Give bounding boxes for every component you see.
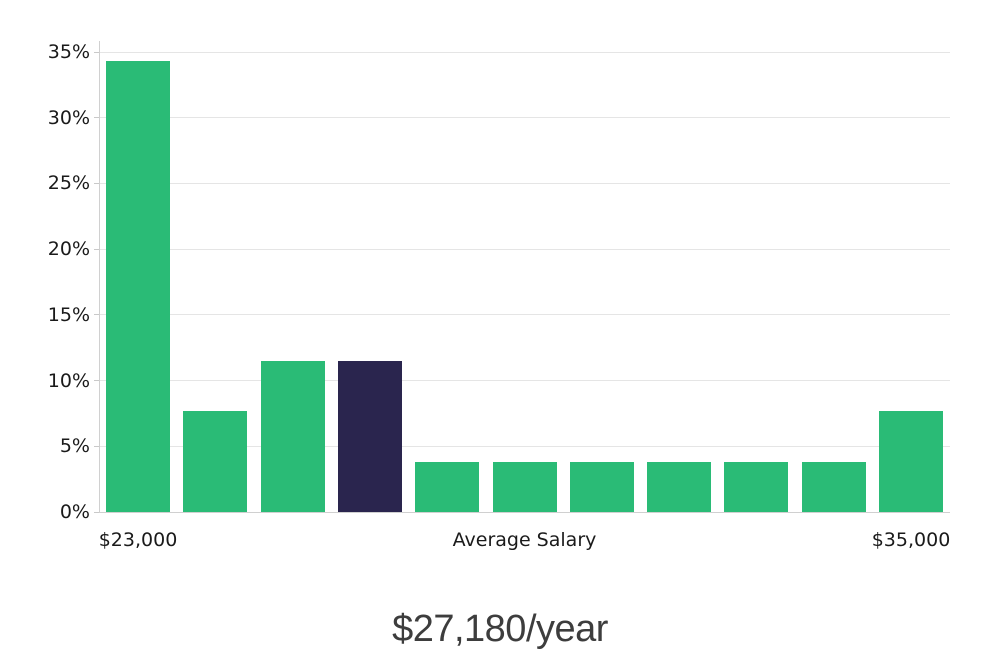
x-axis-title: Average Salary: [452, 529, 597, 551]
y-tick-label: 35%: [47, 41, 90, 63]
y-tick-label: 20%: [47, 238, 90, 261]
y-axis-tick: [94, 117, 99, 119]
x-tick-label-min-salary: $23,000: [98, 529, 178, 551]
y-tick-label: 0%: [59, 501, 90, 523]
y-tick-label: 10%: [47, 369, 90, 392]
bar: [106, 61, 170, 512]
y-gridline: [99, 314, 950, 316]
y-tick-label: 25%: [47, 172, 90, 195]
x-tick-label-max-salary: $35,000: [871, 529, 951, 551]
y-gridline: [99, 445, 950, 447]
y-tick-label: 15%: [47, 303, 90, 326]
highlighted-bar: [337, 360, 402, 512]
y-axis-tick: [94, 445, 99, 447]
y-axis-tick: [94, 182, 99, 184]
bar: [492, 462, 557, 512]
bar: [415, 462, 480, 512]
bar: [260, 360, 325, 512]
y-axis-tick: [94, 314, 99, 316]
y-gridline: [99, 51, 950, 53]
y-gridline: [99, 182, 950, 184]
bar: [724, 462, 789, 512]
y-axis-tick: [94, 380, 99, 382]
y-axis-tick: [94, 248, 99, 250]
y-gridline: [99, 248, 950, 250]
bar: [879, 410, 943, 512]
chart-title-average-salary: $27,180/year: [392, 608, 608, 650]
bar: [647, 462, 712, 512]
y-tick-label: 30%: [47, 106, 90, 129]
x-axis-line: [99, 512, 950, 513]
y-axis-tick: [94, 511, 99, 513]
y-axis-tick: [94, 51, 99, 53]
bar: [801, 462, 866, 512]
y-tick-label: 5%: [59, 435, 90, 458]
bar: [569, 462, 634, 512]
bar: [183, 410, 248, 512]
y-axis-line: [99, 41, 100, 512]
y-gridline: [99, 117, 950, 119]
y-gridline: [99, 380, 950, 382]
